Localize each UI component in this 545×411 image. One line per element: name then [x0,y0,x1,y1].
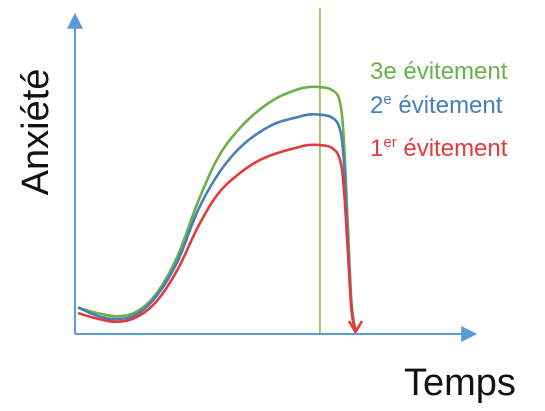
series-end-arrowhead [348,320,363,335]
legend-label-3: 1er évitement [370,134,508,162]
plot-area [77,8,363,335]
legend-label-1: 3e évitement [370,58,508,85]
legend-label-2: 2e évitement [370,91,503,119]
legend: 3e évitement 2e évitement 1er évitement [370,58,508,162]
y-axis-label: Anxiété [15,69,57,196]
x-axis-label: Temps [404,362,516,404]
series-line-1 [77,85,357,332]
series-line-3 [77,143,357,332]
series-line-2 [77,113,357,332]
